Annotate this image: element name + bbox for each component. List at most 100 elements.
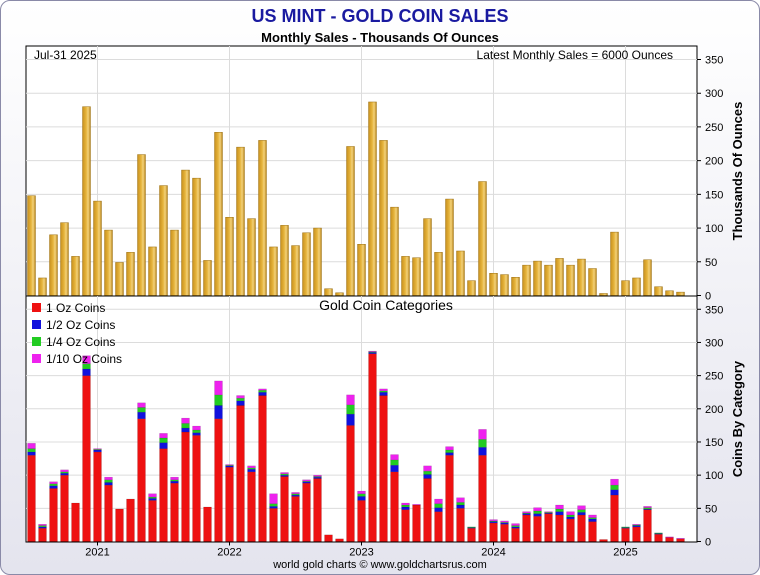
category-bar-segment [566,514,575,518]
category-bar-segment [148,498,157,501]
sales-bar [654,286,663,296]
sales-bar [225,217,234,296]
category-bar-segment [478,429,487,440]
category-bar-segment [192,429,201,433]
sales-bar [346,146,355,296]
legend-swatch [32,337,41,346]
sales-bar [401,256,410,296]
bottom-y-tick-label: 50 [705,503,717,515]
category-bar-segment [137,411,146,419]
category-bar-segment [610,478,619,486]
category-bar-segment [511,523,520,526]
legend-swatch [32,303,41,312]
category-bar-segment [258,392,267,396]
category-bar-segment [445,446,454,451]
category-bar-segment [93,448,102,450]
sales-bar [533,260,542,296]
sales-bar [159,185,168,296]
category-bar-segment [566,518,575,542]
category-bar-segment [533,513,542,517]
category-bar-segment [49,488,58,542]
category-bar-segment [269,493,278,504]
sales-bar [555,258,564,296]
category-bar-segment [423,470,432,475]
category-bar-segment [247,471,256,542]
category-bar-segment [60,469,69,473]
category-bar-segment [401,504,410,508]
sales-bar [104,229,113,296]
category-bar-segment [60,472,69,476]
category-bar-segment [434,498,443,504]
category-bar-segment [566,516,575,520]
category-bar-segment [555,511,564,516]
sales-bar [456,250,465,296]
category-bar-segment [49,485,58,489]
category-bar-segment [170,482,179,542]
category-bar-segment [522,514,531,542]
category-bar-segment [500,520,509,523]
category-bar-segment [588,518,597,522]
sales-bar [368,101,377,296]
category-bar-segment [126,498,135,542]
legend-label: 1 Oz Coins [46,301,105,315]
category-bar-segment [236,400,245,406]
sales-bar [324,288,333,296]
sales-bar [38,277,47,296]
sales-bar [500,274,509,296]
category-bar-segment [456,504,465,509]
category-bar-segment [38,524,47,526]
sales-bar [258,140,267,296]
category-bar-segment [247,465,256,469]
sales-bar [115,262,124,296]
category-bar-segment [654,534,663,542]
category-bar-segment [467,528,476,542]
category-bar-segment [500,524,509,542]
category-bar-segment [214,405,223,419]
sales-bar [489,272,498,296]
category-bar-segment [104,479,113,483]
category-bar-segment [610,489,619,496]
category-bar-segment [49,481,58,484]
bottom-panel-y-ticks: 0 50 100 150 200 250 300 350 [697,304,723,549]
sales-bar [170,229,179,296]
top-y-tick-label: 50 [705,257,717,269]
sales-bar [412,257,421,296]
top-y-tick-label: 100 [705,223,723,235]
category-bar-segment [93,449,102,453]
x-axis-ticks: 2021 2022 2023 2024 2025 [85,541,638,559]
top-y-tick-label: 300 [705,88,723,100]
category-bar-segment [192,432,201,436]
category-bar-segment [269,503,278,507]
category-bar-segment [599,539,608,542]
bottom-y-tick-label: 350 [705,304,723,316]
bottom-y-tick-label: 150 [705,437,723,449]
category-bar-segment [104,476,113,480]
category-bar-segment [225,464,234,466]
legend-label: 1/10 Oz Coins [46,352,122,366]
bottom-y-tick-label: 100 [705,470,723,482]
category-bar-segment [225,466,234,542]
chart-credit: world gold charts © www.goldchartsrus.co… [273,559,487,571]
category-bar-segment [269,506,278,509]
top-y-axis-label: Thousands Of Ounces [730,102,745,241]
category-bar-segment [82,355,91,364]
category-bar-segment [456,502,465,506]
category-bar-segment [60,474,69,542]
legend: 1 Oz Coins 1/2 Oz Coins 1/4 Oz Coins 1/10 O… [32,301,122,366]
category-bar-segment [236,395,245,399]
sales-bar [665,290,674,296]
sales-bar [203,260,212,296]
category-bar-segment [434,507,443,512]
category-bar-segment [434,503,443,508]
top-panel-bars [27,101,685,296]
category-bar-segment [104,482,113,486]
sales-bar [379,140,388,296]
sales-bar [478,181,487,296]
category-bar-segment [159,442,168,449]
category-bar-segment [610,494,619,542]
legend-label: 1/2 Oz Coins [46,318,115,332]
category-bar-segment [82,368,91,376]
chart-subtitle: Monthly Sales - Thousands Of Ounces [261,30,499,45]
category-bar-segment [379,388,388,392]
